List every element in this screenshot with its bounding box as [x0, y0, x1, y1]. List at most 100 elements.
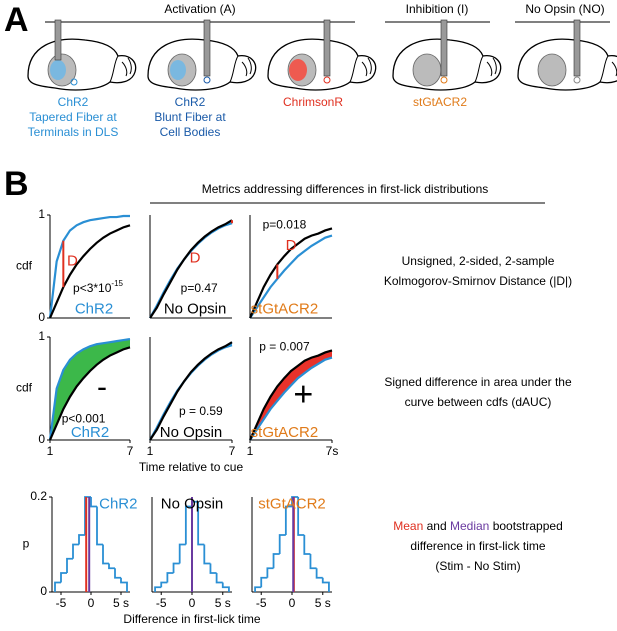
- histogram-bin: [154, 586, 162, 592]
- histogram-bin: [160, 581, 168, 588]
- histogram-bin: [278, 534, 286, 554]
- x-tick-label: -5: [56, 596, 67, 610]
- histogram-bin: [78, 534, 85, 545]
- histogram-bin: [184, 505, 192, 545]
- histogram-bin: [96, 506, 103, 546]
- histogram-bin: [315, 568, 323, 579]
- annotation: D: [67, 252, 78, 269]
- y-tick-label: 0: [38, 310, 45, 324]
- cdf-line: [48, 337, 131, 441]
- cdf-line: [248, 349, 333, 441]
- histogram-bin: [260, 576, 268, 588]
- x-tick-label: 7: [229, 444, 236, 458]
- opsin-label: ChrimsonR: [283, 95, 343, 109]
- metric-text: difference in first-lick time: [410, 539, 545, 553]
- annotation-text: -: [97, 370, 107, 403]
- annotation: +: [293, 376, 313, 414]
- x-tick-label: 0: [189, 596, 196, 610]
- histogram-bin: [166, 572, 174, 583]
- x-axis-label: Time relative to cue: [139, 460, 244, 474]
- word: bootstrapped: [493, 519, 563, 533]
- chart-label: No Opsin: [161, 496, 224, 513]
- annotation-text: p=0.018: [263, 217, 307, 231]
- x-tick-label: 1: [147, 444, 154, 458]
- x-tick-label: 7: [127, 444, 134, 458]
- mean-word: Mean: [393, 519, 423, 533]
- histogram-bin: [178, 543, 186, 564]
- annotation: p = 0.007: [259, 339, 310, 353]
- annotation-text: p<3*10: [73, 281, 112, 295]
- mini-chart: -5 0 5 s Difference in first-lick time No Op…: [123, 496, 260, 627]
- y-tick-label: 0.2: [30, 489, 47, 503]
- metric-text: curve between cdfs (dAUC): [405, 395, 552, 409]
- metric-text: Mean and Median bootstrapped: [393, 519, 563, 533]
- x-tick-label: 5 s: [315, 596, 331, 610]
- panel-letter: B: [4, 165, 29, 203]
- histogram-bin: [66, 557, 73, 573]
- x-tick-label: -5: [256, 596, 267, 610]
- chart-label: stGtACR2: [251, 424, 319, 441]
- brain: [267, 19, 377, 91]
- histogram-bin: [203, 544, 211, 565]
- y-tick-label: 1: [38, 329, 45, 343]
- x-axis-label: Difference in first-lick time: [123, 612, 260, 626]
- brain: [147, 19, 257, 91]
- cdf-line: [248, 227, 333, 319]
- chart-label: stGtACR2: [258, 496, 326, 513]
- annotation: p=0.018: [263, 217, 307, 231]
- x-tick-label: 0: [88, 596, 95, 610]
- cdf-line: [149, 341, 233, 441]
- opsin-label: Blunt Fiber at: [154, 110, 226, 124]
- brain: [392, 19, 502, 91]
- chart-label: ChR2: [75, 301, 113, 318]
- chart-label: No Opsin: [160, 424, 223, 441]
- annotation: p = 0.59: [179, 404, 223, 418]
- y-tick-label: 1: [38, 207, 45, 221]
- annotation-text: p=0.47: [181, 281, 218, 295]
- annotation: D: [286, 237, 297, 254]
- chart-label: No Opsin: [164, 301, 227, 318]
- histogram-bin: [72, 543, 79, 559]
- histogram-bin: [272, 553, 280, 569]
- histogram-bin: [266, 567, 274, 578]
- metric-text: Kolmogorov-Smirnov Distance (|D|): [384, 274, 572, 288]
- chart-label: stGtACR2: [251, 301, 319, 318]
- x-tick-label: 0: [289, 596, 296, 610]
- histogram-bin: [297, 497, 305, 536]
- opsin-label: ChR2: [58, 95, 89, 109]
- histogram-bin: [114, 568, 121, 579]
- histogram-bin: [321, 577, 330, 592]
- mini-chart: 0 0.2 -5 0 5 s p ChR2: [23, 489, 138, 610]
- metric-text: (Stim - No Stim): [435, 559, 520, 573]
- mini-chart: Dp=0.47 No Opsin: [149, 215, 233, 319]
- histogram-bin: [209, 563, 217, 574]
- annotation-text: D: [67, 252, 78, 269]
- x-tick-label: -5: [156, 596, 167, 610]
- y-tick-label: 0: [38, 432, 45, 446]
- annotation: -: [97, 370, 107, 403]
- y-axis-label: cdf: [16, 381, 33, 395]
- y-axis-label: p: [23, 537, 30, 551]
- annotation-text: p<0.001: [62, 412, 106, 426]
- mini-chart: 0 1 cdf Dp<3*10-15 ChR2: [16, 207, 131, 324]
- histogram-bin: [221, 582, 230, 592]
- chart-label: ChR2: [71, 424, 109, 441]
- annotation-sup: -15: [111, 279, 123, 288]
- cdf-line: [149, 219, 233, 319]
- word: and: [427, 519, 447, 533]
- annotation-text: D: [190, 249, 201, 266]
- x-tick-label: 5 s: [215, 596, 231, 610]
- mini-chart: -5 0 5 s stGtACR2: [251, 496, 332, 610]
- histogram-bin: [303, 535, 311, 555]
- histogram-bin: [309, 554, 317, 570]
- opsin-label: Tapered Fiber at: [29, 110, 117, 124]
- annotation: p<3*10-15: [73, 279, 123, 295]
- opsin-label: stGtACR2: [413, 95, 467, 109]
- panel-title: Metrics addressing differences in first-…: [202, 182, 489, 196]
- histogram-bin: [197, 501, 205, 546]
- cdf-line: [249, 234, 333, 319]
- y-axis-label: cdf: [16, 259, 33, 273]
- x-tick-label: 5 s: [113, 596, 129, 610]
